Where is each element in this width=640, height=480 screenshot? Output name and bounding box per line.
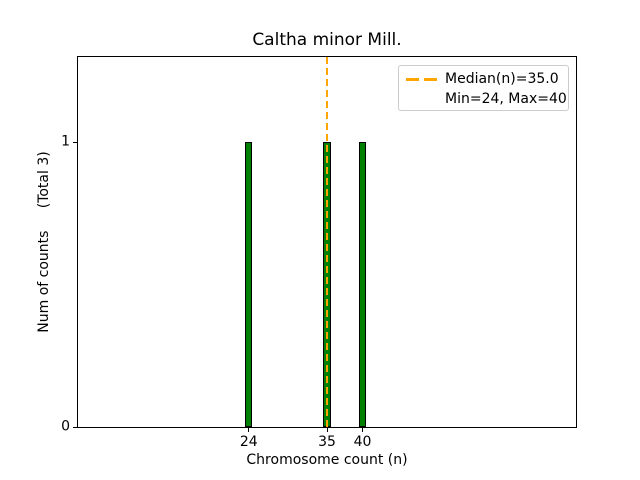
median-dashed-line-icon bbox=[406, 77, 437, 81]
x-tick-label-40: 40 bbox=[353, 434, 372, 450]
y-tick-label-0: 0 bbox=[61, 418, 70, 435]
legend-entry-median: Median(n)=35.0 bbox=[406, 69, 562, 89]
bar-n24 bbox=[245, 142, 253, 427]
x-tick-label-35: 35 bbox=[318, 434, 336, 450]
x-tick-40 bbox=[362, 428, 364, 432]
plot-area: 24 35 40 0 1 bbox=[61, 56, 577, 450]
y-tick-1 bbox=[73, 141, 77, 143]
x-tick-label-24: 24 bbox=[239, 434, 258, 450]
legend-label-minmax: Min=24, Max=40 bbox=[445, 91, 567, 107]
median-line bbox=[326, 57, 328, 427]
y-tick-label-1: 1 bbox=[61, 133, 70, 150]
y-tick-0 bbox=[73, 426, 77, 428]
legend: Median(n)=35.0 Min=24, Max=40 bbox=[398, 65, 569, 111]
dash-segment bbox=[424, 77, 437, 81]
x-tick-35 bbox=[326, 428, 328, 432]
legend-label-median: Median(n)=35.0 bbox=[445, 71, 559, 87]
bar-n40 bbox=[359, 142, 367, 427]
x-axis-label: Chromosome count (n) bbox=[246, 452, 408, 468]
dash-segment bbox=[406, 77, 419, 81]
legend-entry-minmax: Min=24, Max=40 bbox=[406, 89, 567, 109]
x-tick-24 bbox=[248, 428, 250, 432]
chart-title: Caltha minor Mill. bbox=[252, 30, 402, 50]
y-axis-label: Num of counts (Total 3) bbox=[36, 151, 52, 333]
